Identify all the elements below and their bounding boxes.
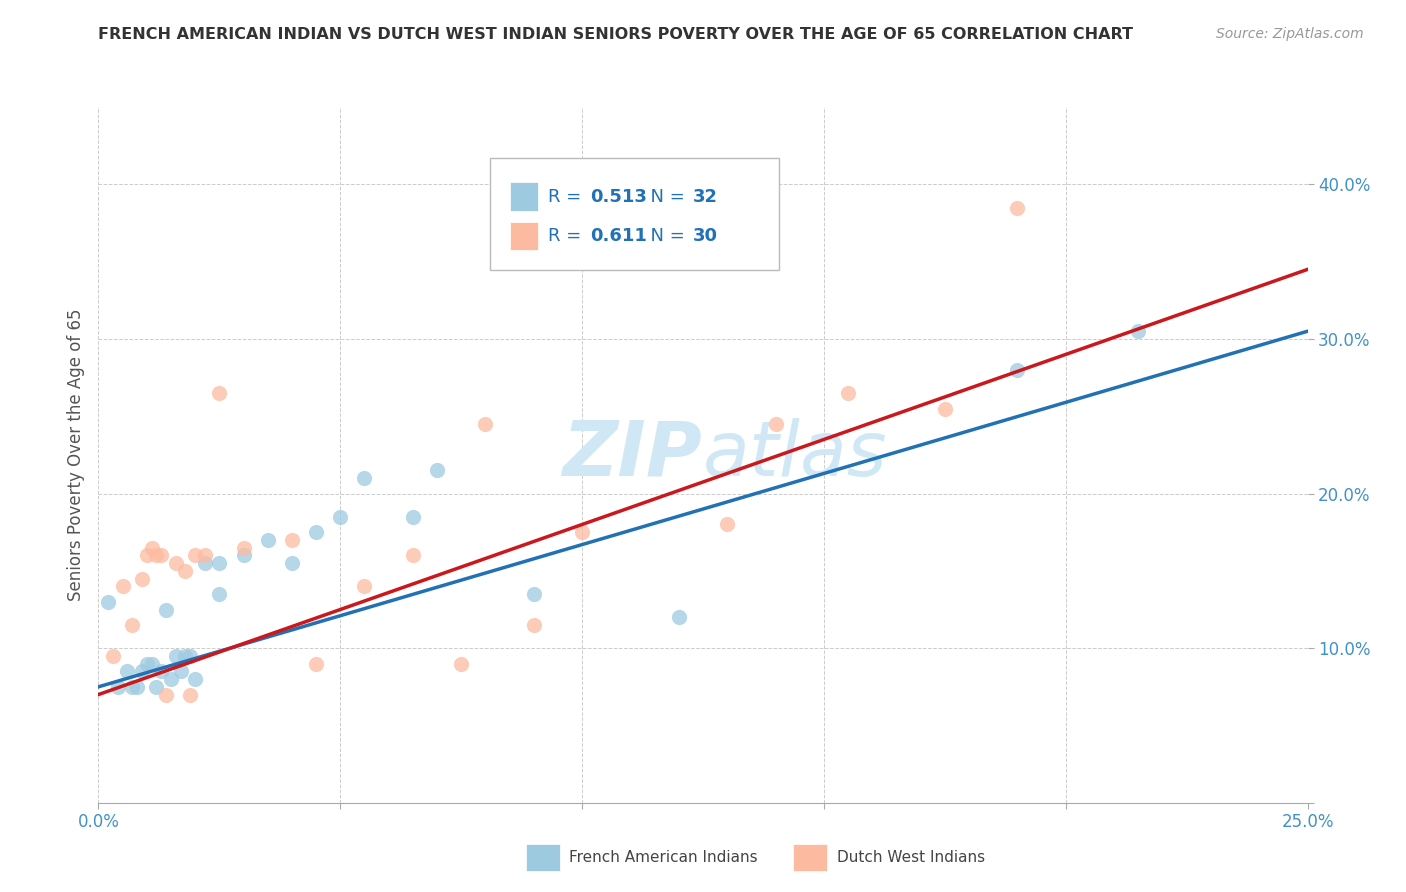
Point [127,680,149,694]
Point [668,610,690,624]
Point [184,549,207,563]
Point [111,579,134,593]
Point [208,587,231,601]
Text: R =: R = [548,227,588,244]
Point [837,386,859,401]
Point [402,549,425,563]
Point [101,648,124,663]
Point [145,549,167,563]
Point [523,618,546,632]
Point [523,587,546,601]
Point [329,509,352,524]
Point [117,665,139,679]
Text: ZIP: ZIP [564,418,703,491]
Point [165,648,187,663]
Point [165,556,187,570]
Point [571,525,593,540]
Point [619,254,641,268]
Point [121,618,143,632]
Point [155,688,177,702]
Text: 0.513: 0.513 [591,187,647,205]
Point [353,471,375,485]
Text: N =: N = [640,227,690,244]
Point [208,386,231,401]
Point [150,549,173,563]
Point [281,556,304,570]
Point [174,564,197,578]
Point [353,579,375,593]
Point [107,680,129,694]
Point [402,509,425,524]
Point [474,417,496,431]
Point [145,680,167,694]
Point [179,688,201,702]
Text: Dutch West Indians: Dutch West Indians [837,850,984,864]
Point [169,665,191,679]
Point [121,680,143,694]
Point [135,549,157,563]
Point [450,657,472,671]
Point [179,648,201,663]
Point [232,549,254,563]
Point [194,549,217,563]
Text: 0.611: 0.611 [591,227,647,244]
Text: French American Indians: French American Indians [569,850,758,864]
Point [1007,363,1029,377]
Y-axis label: Seniors Poverty Over the Age of 65: Seniors Poverty Over the Age of 65 [66,309,84,601]
Text: N =: N = [640,187,690,205]
Point [1128,324,1150,338]
Point [135,657,157,671]
Point [208,556,231,570]
Point [426,463,449,477]
Point [97,595,120,609]
Point [184,672,207,686]
Point [305,525,328,540]
Point [141,657,163,671]
Point [160,672,183,686]
Point [765,417,787,431]
Point [305,657,328,671]
Point [141,541,163,555]
Point [174,648,197,663]
Text: FRENCH AMERICAN INDIAN VS DUTCH WEST INDIAN SENIORS POVERTY OVER THE AGE OF 65 C: FRENCH AMERICAN INDIAN VS DUTCH WEST IND… [98,27,1133,42]
Point [131,572,153,586]
Point [256,533,278,547]
Text: R =: R = [548,187,588,205]
Point [155,602,177,616]
Point [194,556,217,570]
Point [232,541,254,555]
Point [150,665,173,679]
Text: 32: 32 [693,187,718,205]
Point [1007,201,1029,215]
Point [934,401,956,416]
Text: Source: ZipAtlas.com: Source: ZipAtlas.com [1216,27,1364,41]
Point [716,517,738,532]
Point [131,665,153,679]
Text: 30: 30 [693,227,718,244]
Text: atlas: atlas [703,418,887,491]
Point [281,533,304,547]
